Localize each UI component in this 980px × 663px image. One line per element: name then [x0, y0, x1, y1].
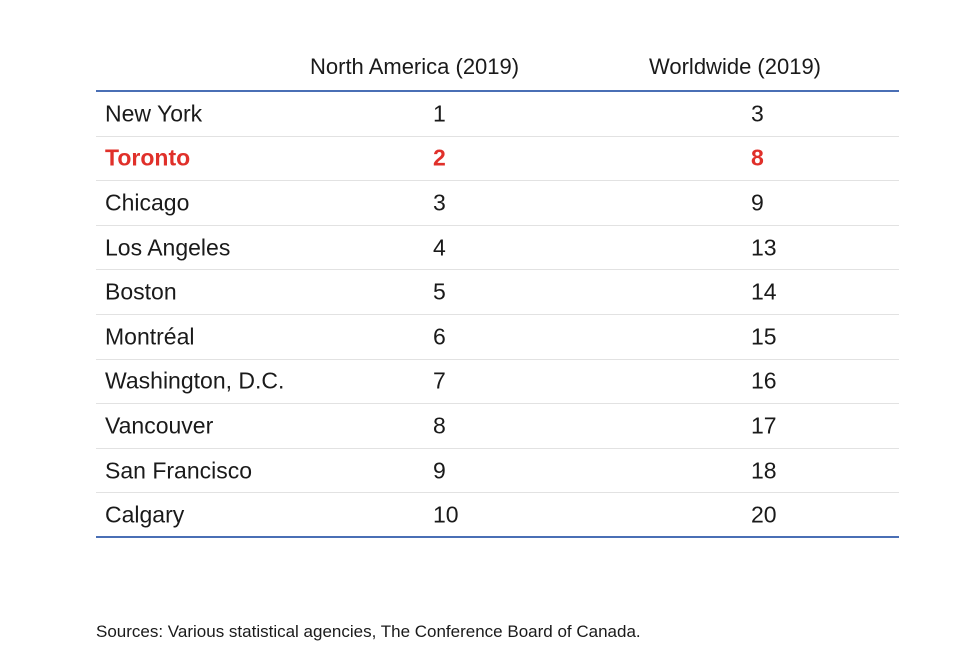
table-row: Montréal 6 15	[96, 315, 899, 360]
city-name: Chicago	[105, 189, 190, 216]
city-name: Montréal	[105, 323, 195, 350]
north-america-rank: 6	[433, 323, 446, 350]
city-name: Washington, D.C.	[105, 367, 285, 394]
worldwide-rank: 20	[751, 501, 777, 528]
table-row: Los Angeles 4 13	[96, 226, 899, 271]
column-header-north-america: North America (2019)	[310, 54, 520, 79]
column-header-worldwide: Worldwide (2019)	[649, 54, 822, 79]
worldwide-rank: 9	[751, 189, 764, 216]
worldwide-rank: 13	[751, 234, 777, 261]
worldwide-rank: 14	[751, 278, 777, 305]
table-row: New York 1 3	[96, 92, 899, 137]
table-row: Boston 5 14	[96, 270, 899, 315]
ranking-table: North America (2019) Worldwide (2019) Ne…	[96, 40, 899, 538]
worldwide-rank: 18	[751, 457, 777, 484]
table-row: San Francisco 9 18	[96, 449, 899, 494]
city-name: Calgary	[105, 501, 185, 528]
city-name: Boston	[105, 278, 177, 305]
source-note: Sources: Various statistical agencies, T…	[96, 622, 641, 641]
north-america-rank: 8	[433, 412, 446, 439]
table-row: Vancouver 8 17	[96, 404, 899, 449]
north-america-rank: 3	[433, 189, 446, 216]
worldwide-rank: 17	[751, 412, 777, 439]
north-america-rank: 5	[433, 278, 446, 305]
north-america-rank: 9	[433, 457, 446, 484]
worldwide-rank: 8	[751, 144, 764, 171]
city-name: San Francisco	[105, 457, 253, 484]
city-name: Vancouver	[105, 412, 214, 439]
north-america-rank: 7	[433, 367, 446, 394]
table-row: Calgary 10 20	[96, 493, 899, 538]
city-name: Toronto	[105, 144, 191, 171]
worldwide-rank: 3	[751, 100, 764, 127]
table-row: Chicago 3 9	[96, 181, 899, 226]
table-header: North America (2019) Worldwide (2019)	[96, 40, 899, 92]
north-america-rank: 4	[433, 234, 446, 261]
north-america-rank: 10	[433, 501, 459, 528]
north-america-rank: 2	[433, 144, 446, 171]
city-name: Los Angeles	[105, 234, 231, 261]
table-row: Toronto 2 8	[96, 137, 899, 182]
worldwide-rank: 16	[751, 367, 777, 394]
city-name: New York	[105, 100, 203, 127]
worldwide-rank: 15	[751, 323, 777, 350]
table-body: New York 1 3 Toronto 2 8 Chicago 3 9 Los Angeles 4…	[96, 92, 899, 538]
north-america-rank: 1	[433, 100, 446, 127]
table-row: Washington, D.C. 7 16	[96, 360, 899, 405]
